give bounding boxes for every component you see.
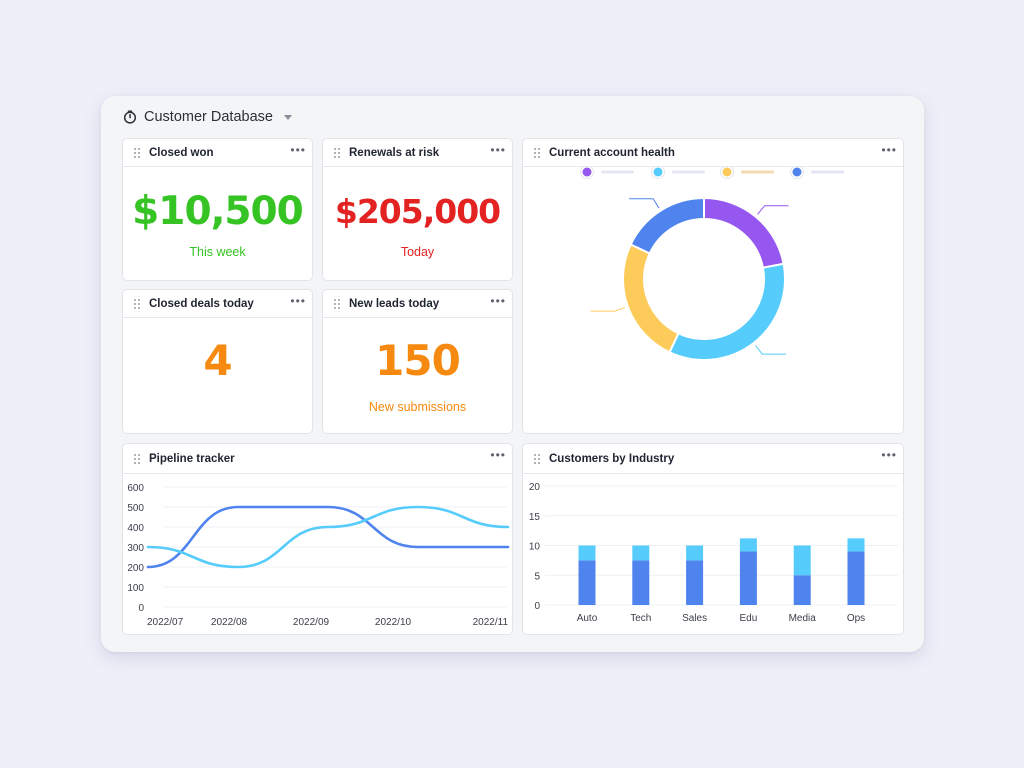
- card-title: Pipeline tracker: [149, 452, 235, 465]
- x-tick-label: 2022/07: [147, 617, 184, 628]
- leader-line: [757, 205, 789, 215]
- leader-line: [590, 306, 626, 312]
- bar-segment-blue[interactable]: [632, 560, 650, 605]
- renewals-value: $205,000: [334, 192, 501, 231]
- donut-slice[interactable]: [629, 196, 705, 255]
- closed-deals-card: Closed deals today ••• 4: [122, 289, 313, 434]
- card-title: Closed won: [149, 146, 214, 159]
- y-tick-label: 10: [529, 542, 541, 553]
- drag-handle-icon[interactable]: [333, 147, 341, 159]
- closed-won-value: $10,500: [132, 189, 304, 234]
- y-tick-label: 400: [127, 523, 144, 534]
- more-horizontal-icon[interactable]: •••: [290, 143, 306, 157]
- bar-segment-cyan[interactable]: [686, 545, 704, 561]
- database-title: Customer Database: [144, 109, 273, 125]
- x-tick-label: Sales: [682, 613, 707, 624]
- new-leads-card: New leads today ••• 150 New submissions: [322, 289, 513, 434]
- closed-won-caption: This week: [189, 245, 246, 259]
- y-tick-label: 200: [127, 563, 144, 574]
- account-health-donut-chart: [580, 167, 845, 361]
- renewals-card: Renewals at risk ••• $205,000 Today: [322, 138, 513, 281]
- more-horizontal-icon[interactable]: •••: [490, 448, 506, 462]
- y-tick-label: 20: [529, 482, 541, 493]
- x-tick-label: Media: [789, 613, 817, 624]
- bar-segment-cyan[interactable]: [739, 538, 757, 552]
- y-tick-label: 0: [534, 601, 540, 612]
- legend-item[interactable]: [790, 167, 845, 179]
- bar-segment-cyan[interactable]: [632, 545, 650, 561]
- card-title: Customers by Industry: [549, 452, 675, 465]
- x-tick-label: 2022/10: [375, 617, 412, 628]
- dashboard-panel: Customer Database Closed won ••• $10,500…: [101, 96, 924, 652]
- drag-handle-icon[interactable]: [333, 298, 341, 310]
- account-health-card: Current account health •••: [522, 138, 904, 434]
- drag-handle-icon[interactable]: [533, 453, 541, 465]
- legend-item[interactable]: [580, 167, 635, 179]
- x-tick-label: Tech: [630, 613, 651, 624]
- leader-line: [755, 345, 787, 355]
- drag-handle-icon[interactable]: [133, 147, 141, 159]
- new-leads-value: 150: [375, 336, 461, 385]
- legend-item[interactable]: [720, 167, 775, 179]
- y-tick-label: 0: [138, 603, 144, 614]
- x-tick-label: Auto: [577, 613, 598, 624]
- donut-slice[interactable]: [622, 243, 680, 354]
- card-title: Renewals at risk: [349, 146, 440, 159]
- x-tick-label: 2022/08: [211, 617, 248, 628]
- legend-item[interactable]: [651, 167, 706, 179]
- bar-segment-cyan[interactable]: [793, 545, 811, 576]
- pipeline-card: Pipeline tracker ••• 0 100 200 300 400 500 600…: [122, 443, 513, 635]
- closed-deals-value: 4: [203, 336, 232, 385]
- x-tick-label: 2022/09: [293, 617, 330, 628]
- drag-handle-icon[interactable]: [133, 453, 141, 465]
- x-tick-label: Edu: [740, 613, 758, 624]
- y-tick-label: 15: [529, 512, 541, 523]
- y-tick-label: 500: [127, 503, 144, 514]
- bar-segment-blue[interactable]: [686, 560, 704, 605]
- x-tick-label: Ops: [847, 613, 865, 624]
- closed-won-card: Closed won ••• $10,500 This week: [122, 138, 313, 281]
- line-series-blue[interactable]: [146, 505, 510, 569]
- donut-slice[interactable]: [668, 262, 786, 361]
- drag-handle-icon[interactable]: [133, 298, 141, 310]
- bar-segment-blue[interactable]: [578, 560, 596, 605]
- more-horizontal-icon[interactable]: •••: [881, 143, 897, 157]
- pipeline-line-chart: 0 100 200 300 400 500 600 2022/07 2022/08 2022/09…: [127, 483, 510, 628]
- industry-bar-chart: 0 5 10 15 20 Auto Tech Sales Edu Media Ops: [529, 482, 898, 624]
- bar-segment-cyan[interactable]: [578, 545, 596, 561]
- line-series-cyan[interactable]: [146, 505, 510, 569]
- bar-segment-blue[interactable]: [847, 551, 865, 605]
- more-horizontal-icon[interactable]: •••: [881, 448, 897, 462]
- more-horizontal-icon[interactable]: •••: [490, 294, 506, 308]
- drag-handle-icon[interactable]: [533, 147, 541, 159]
- bar-segment-cyan[interactable]: [847, 538, 865, 552]
- timer-icon: [123, 110, 137, 124]
- bar-segment-blue[interactable]: [793, 575, 811, 605]
- x-tick-label: 2022/11: [473, 617, 509, 628]
- caret-down-icon[interactable]: [282, 112, 294, 122]
- leader-line: [629, 198, 660, 209]
- y-tick-label: 600: [127, 483, 144, 494]
- card-title: New leads today: [349, 297, 440, 310]
- y-tick-label: 300: [127, 543, 144, 554]
- more-horizontal-icon[interactable]: •••: [290, 294, 306, 308]
- y-tick-label: 5: [534, 571, 540, 582]
- card-title: Current account health: [549, 146, 675, 159]
- more-horizontal-icon[interactable]: •••: [490, 143, 506, 157]
- card-title: Closed deals today: [149, 297, 254, 310]
- bar-segment-blue[interactable]: [739, 551, 757, 605]
- database-selector[interactable]: Customer Database: [123, 109, 294, 125]
- donut-slice[interactable]: [703, 196, 785, 269]
- renewals-caption: Today: [400, 245, 435, 259]
- new-leads-caption: New submissions: [368, 400, 467, 414]
- y-tick-label: 100: [127, 583, 144, 594]
- industry-card: Customers by Industry ••• 0 5 10 15 20 Auto Te…: [522, 443, 904, 635]
